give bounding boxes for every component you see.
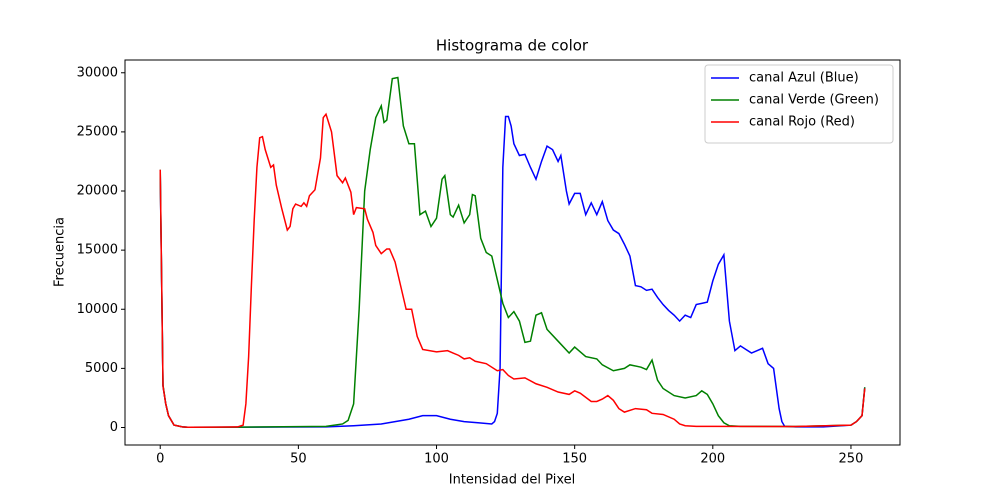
legend: canal Azul (Blue) canal Verde (Green) cana… bbox=[704, 64, 894, 144]
x-tick-label: 200 bbox=[700, 452, 725, 467]
y-tick-label: 10000 bbox=[77, 302, 118, 317]
x-axis-label: Intensidad del Pixel bbox=[449, 473, 575, 488]
y-tick-label: 5000 bbox=[85, 361, 118, 376]
chart-title: Histograma de color bbox=[436, 37, 589, 55]
x-tick-label: 250 bbox=[839, 452, 864, 467]
x-tick-label: 0 bbox=[156, 452, 164, 467]
y-tick-label: 15000 bbox=[77, 243, 118, 258]
y-tick-label: 25000 bbox=[77, 124, 118, 139]
series-line bbox=[159, 76, 866, 429]
x-tick-label: 150 bbox=[562, 452, 587, 467]
x-tick-label: 100 bbox=[424, 452, 449, 467]
y-axis-label: Frecuencia bbox=[53, 217, 68, 287]
series-line bbox=[159, 112, 866, 429]
legend-label: canal Azul (Blue) bbox=[749, 71, 859, 86]
legend-box bbox=[704, 64, 894, 144]
legend-label: canal Rojo (Red) bbox=[749, 115, 855, 130]
y-tick-label: 0 bbox=[110, 420, 118, 435]
plot-frame bbox=[124, 59, 901, 446]
series-line bbox=[159, 115, 866, 429]
y-tick-label: 20000 bbox=[77, 184, 118, 199]
x-tick-label: 50 bbox=[290, 452, 307, 467]
y-tick-label: 30000 bbox=[77, 65, 118, 80]
legend-label: canal Verde (Green) bbox=[749, 93, 879, 108]
